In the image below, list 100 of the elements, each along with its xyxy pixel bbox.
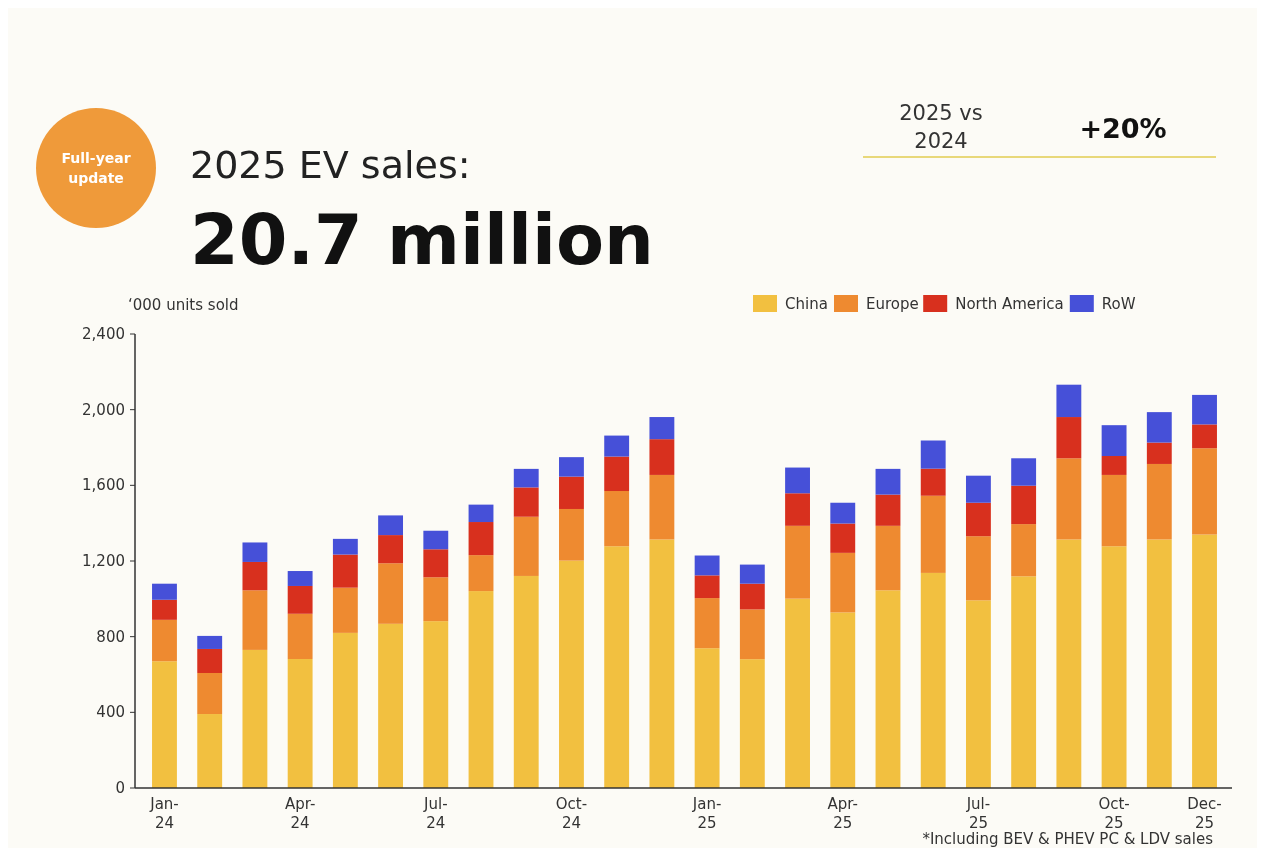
bar — [965, 475, 991, 503]
legend-label: Europe — [866, 295, 919, 313]
bar — [287, 585, 313, 614]
bar — [242, 542, 268, 562]
bar — [423, 549, 449, 578]
bar — [1056, 384, 1082, 418]
text: *Including BEV & PHEV PC & LDV sales — [922, 830, 1214, 848]
bar — [1101, 456, 1127, 475]
bar — [468, 522, 494, 556]
text: +20% — [1079, 113, 1167, 144]
bar — [830, 502, 856, 524]
bar — [468, 555, 494, 592]
y-tick-label: 400 — [96, 703, 125, 722]
bar — [739, 659, 765, 788]
bar — [332, 538, 358, 555]
bar — [875, 590, 901, 788]
bar — [694, 555, 720, 576]
x-tick-label: Oct-25 — [1098, 795, 1130, 832]
legend-label: China — [785, 295, 828, 313]
bar — [468, 591, 494, 788]
bar — [513, 487, 539, 517]
chart-subtitle: 20.7 million — [190, 199, 654, 281]
bar — [739, 564, 765, 584]
bar — [920, 468, 946, 496]
bar — [1192, 448, 1217, 535]
bar — [513, 575, 539, 788]
bar — [694, 575, 720, 599]
legend-label: RoW — [1101, 295, 1136, 313]
bar — [649, 417, 675, 440]
bar — [920, 572, 946, 788]
bar — [1101, 474, 1127, 547]
bar — [1146, 539, 1172, 788]
bar — [1056, 417, 1082, 459]
bar — [242, 649, 268, 788]
bar — [559, 560, 584, 788]
bar — [875, 525, 901, 591]
bar — [649, 439, 675, 475]
bar — [197, 648, 223, 673]
text: 2025 vs 2024 — [899, 101, 983, 153]
bar — [287, 613, 313, 659]
y-axis-title: ‘000 units sold — [128, 296, 239, 314]
bar — [649, 539, 675, 788]
x-tick-label: Apr-24 — [284, 795, 316, 832]
bar — [604, 491, 630, 547]
y-tick-label: 1,600 — [82, 476, 125, 495]
bar — [332, 632, 358, 788]
bar — [694, 648, 720, 788]
bar — [1146, 412, 1172, 443]
bar — [739, 609, 765, 660]
bar — [378, 535, 404, 564]
y-tick-label: 2,000 — [82, 400, 125, 419]
bar — [830, 612, 856, 788]
bar — [197, 635, 223, 649]
bar — [785, 525, 810, 599]
bar — [559, 476, 584, 509]
bar — [604, 456, 630, 492]
bar — [423, 577, 449, 622]
y-tick-label: 1,200 — [82, 552, 125, 570]
bar — [287, 571, 313, 586]
bar — [965, 502, 991, 537]
bar — [1011, 576, 1037, 788]
bar — [604, 435, 630, 457]
bar — [378, 515, 404, 536]
y-tick-label: 800 — [96, 627, 125, 646]
bar — [920, 495, 946, 573]
bar — [197, 672, 223, 715]
bar — [965, 536, 991, 601]
bar — [423, 621, 449, 788]
bar — [1011, 524, 1037, 577]
bar — [197, 714, 223, 788]
bar — [1056, 539, 1082, 788]
bar — [1146, 463, 1172, 540]
bar — [1192, 424, 1217, 449]
bar — [830, 552, 856, 613]
bar — [242, 561, 268, 591]
bar — [1192, 394, 1217, 425]
bar — [1011, 485, 1037, 525]
bar — [378, 563, 404, 624]
bar — [513, 516, 539, 576]
x-tick-label: Dec-25 — [1187, 795, 1222, 832]
x-tick-label: Jan-24 — [149, 795, 179, 832]
bar — [649, 474, 675, 540]
y-tick-label: 2,400 — [82, 325, 125, 343]
bar — [287, 658, 313, 788]
bar — [152, 599, 177, 620]
bar — [694, 598, 720, 649]
bar — [965, 600, 991, 788]
x-tick-label: Oct-24 — [555, 795, 588, 832]
legend-label: North America — [955, 295, 1064, 313]
bar — [785, 598, 810, 788]
bar — [152, 583, 177, 600]
bar — [875, 468, 901, 495]
bar — [559, 508, 584, 561]
chart-title: 2025 EV sales: — [190, 143, 471, 187]
bar — [152, 619, 177, 662]
bar — [785, 493, 810, 526]
bar — [875, 494, 901, 526]
x-tick-label: Jul-25 — [965, 795, 991, 832]
bar — [830, 523, 856, 553]
bar — [1056, 458, 1082, 540]
